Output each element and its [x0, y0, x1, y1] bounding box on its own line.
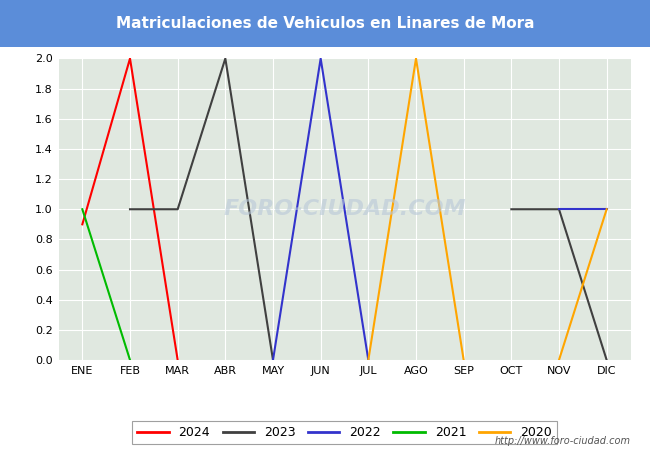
Legend: 2024, 2023, 2022, 2021, 2020: 2024, 2023, 2022, 2021, 2020 [132, 421, 557, 444]
Text: FORO-CIUDAD.COM: FORO-CIUDAD.COM [223, 199, 466, 219]
Text: http://www.foro-ciudad.com: http://www.foro-ciudad.com [495, 436, 630, 446]
Text: Matriculaciones de Vehiculos en Linares de Mora: Matriculaciones de Vehiculos en Linares … [116, 16, 534, 31]
